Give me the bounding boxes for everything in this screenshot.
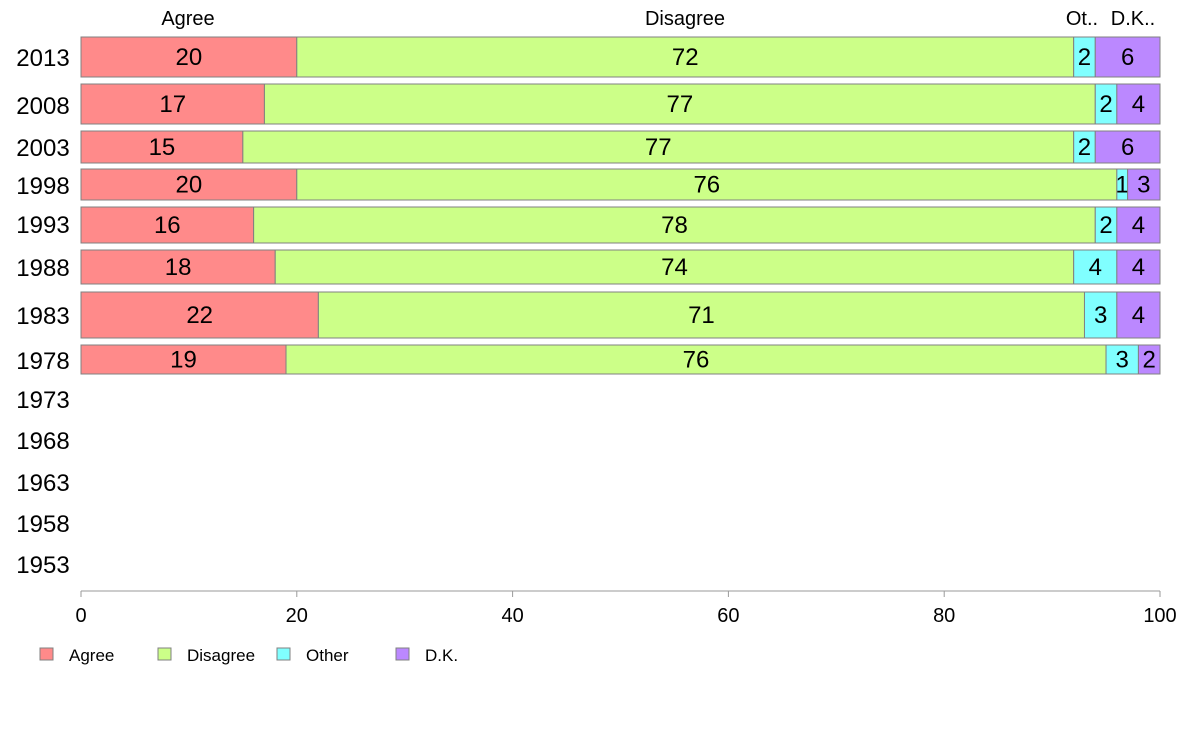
bar-segment (80, 249, 276, 285)
x-tick-label: 40 (501, 605, 523, 627)
bar-segment (1073, 249, 1118, 285)
bar-segment (80, 130, 244, 164)
data-label: 2 (1143, 347, 1156, 374)
bar-segment (1094, 36, 1161, 78)
data-label: 76 (693, 172, 720, 199)
data-label: 77 (666, 91, 693, 118)
legend-swatch (157, 647, 172, 661)
data-label: 1 (1116, 172, 1129, 199)
bar-segment (1094, 130, 1161, 164)
bar-segment (296, 168, 1118, 201)
column-header: Agree (161, 8, 214, 30)
bar-segment (285, 344, 1107, 375)
legend-label: D.K. (425, 646, 458, 665)
bar-segment (1137, 344, 1161, 375)
year-label: 1968 (16, 428, 69, 455)
x-tick-label: 20 (286, 605, 308, 627)
bar-segment (242, 130, 1075, 164)
bar-segment (274, 249, 1075, 285)
bar-segment (1127, 168, 1161, 201)
x-tick-label: 100 (1143, 605, 1176, 627)
year-label: 1998 (16, 173, 69, 200)
bar-segment (80, 291, 319, 339)
data-label: 20 (176, 172, 203, 199)
data-label: 22 (186, 302, 213, 329)
bars: 20 72 2 617 77 2 415 77 2 620 76 1 316 78 2 418 74 4 422 71… (80, 36, 1161, 375)
x-tick-label: 0 (75, 605, 86, 627)
year-label: 1958 (16, 511, 69, 538)
bar-segment (317, 291, 1085, 339)
legend-swatch (395, 647, 410, 661)
column-header: Disagree (645, 8, 725, 30)
data-label: 74 (661, 254, 688, 281)
bar-segment (80, 36, 298, 78)
legend-swatch (276, 647, 291, 661)
bar-segment (1116, 249, 1161, 285)
bar-segment (80, 344, 287, 375)
year-label: 1978 (16, 348, 69, 375)
x-tick-label: 60 (717, 605, 739, 627)
data-label: 6 (1121, 44, 1134, 71)
data-label: 18 (165, 254, 192, 281)
x-axis: 0 20 40 60 80 100 (75, 590, 1177, 627)
x-tick-label: 80 (933, 605, 955, 627)
year-label: 1973 (16, 387, 69, 414)
bar-segment (1116, 291, 1161, 339)
data-label: 2 (1078, 134, 1091, 161)
legend-label: Other (306, 646, 349, 665)
year-label: 1963 (16, 470, 69, 497)
data-label: 4 (1132, 212, 1145, 239)
bar-segment (80, 206, 255, 244)
bar-segment (1105, 344, 1139, 375)
year-label: 1993 (16, 212, 69, 239)
year-label: 2013 (16, 45, 69, 72)
data-label: 17 (159, 91, 186, 118)
data-label: 77 (645, 134, 672, 161)
column-header: D.K.. (1111, 8, 1155, 30)
year-label: 1988 (16, 255, 69, 282)
bar-segment (296, 36, 1075, 78)
data-label: 4 (1132, 302, 1145, 329)
year-label: 2003 (16, 135, 69, 162)
data-label: 15 (149, 134, 176, 161)
bar-segment (80, 168, 298, 201)
data-label: 4 (1089, 254, 1102, 281)
legend-label: Agree (69, 646, 114, 665)
data-label: 4 (1132, 254, 1145, 281)
data-label: 3 (1094, 302, 1107, 329)
legend: Agree Disagree Other D.K. (39, 646, 458, 665)
bar-segment (1116, 83, 1161, 125)
year-label: 1953 (16, 552, 69, 579)
data-label: 16 (154, 212, 181, 239)
year-labels: 2013 2008 2003 1998 1993 1988 1983 1978 1973 1968… (16, 45, 69, 579)
data-label: 6 (1121, 134, 1134, 161)
data-label: 3 (1116, 347, 1129, 374)
bar-segment (80, 83, 265, 125)
data-label: 71 (688, 302, 715, 329)
column-header: Ot.. (1066, 8, 1098, 30)
data-label: 2 (1099, 91, 1112, 118)
data-label: 4 (1132, 91, 1145, 118)
data-label: 19 (170, 347, 197, 374)
data-label: 3 (1137, 172, 1150, 199)
data-label: 72 (672, 44, 699, 71)
bar-segment (1116, 206, 1161, 244)
data-label: 20 (176, 44, 203, 71)
data-label: 2 (1099, 212, 1112, 239)
data-label: 78 (661, 212, 688, 239)
legend-label: Disagree (187, 646, 255, 665)
year-label: 2008 (16, 93, 69, 120)
bar-segment (263, 83, 1096, 125)
data-label: 76 (683, 347, 710, 374)
bar-segment (253, 206, 1096, 244)
data-label: 2 (1078, 44, 1091, 71)
bar-segment (1083, 291, 1118, 339)
column-headers: Agree Disagree Ot.. D.K.. (161, 8, 1155, 30)
year-label: 1983 (16, 303, 69, 330)
legend-swatch (39, 647, 54, 661)
